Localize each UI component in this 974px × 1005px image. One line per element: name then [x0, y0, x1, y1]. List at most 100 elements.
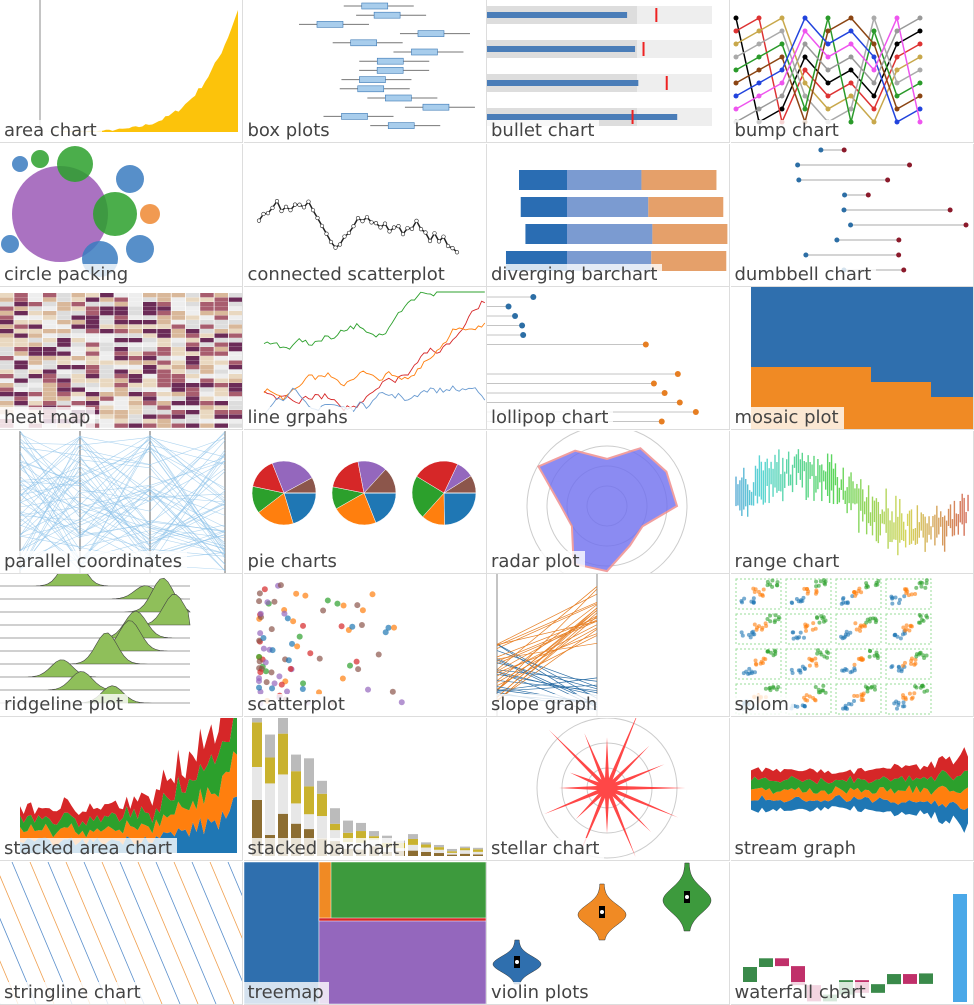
chart-thumbnail[interactable]: scatterplot	[243, 574, 487, 718]
box	[360, 2, 388, 10]
bar-seg	[303, 814, 314, 830]
chart-thumbnail[interactable]: stacked barchart	[243, 718, 487, 861]
chart-thumbnail[interactable]: parallel coordinates	[0, 430, 243, 574]
cell	[200, 378, 214, 383]
chart-thumbnail[interactable]: stringline chart	[0, 861, 243, 1005]
point	[900, 625, 905, 630]
chart-thumbnail[interactable]: circle packing	[0, 143, 243, 287]
point	[389, 689, 396, 696]
point	[301, 592, 308, 599]
cell	[57, 329, 71, 334]
cell	[100, 324, 114, 329]
point	[901, 594, 906, 599]
chart-thumbnail[interactable]: lollipop chart	[487, 287, 730, 431]
cell	[228, 392, 242, 397]
point	[274, 198, 279, 203]
cell	[128, 306, 143, 311]
thumbnail-label: radar plot	[487, 550, 585, 573]
cell	[114, 410, 128, 415]
cell	[14, 365, 28, 370]
rank-dot	[917, 41, 922, 47]
point	[285, 657, 292, 664]
chart-thumbnail[interactable]: bullet chart	[487, 0, 730, 143]
cell	[214, 378, 228, 383]
point	[824, 656, 829, 661]
cell	[128, 320, 143, 325]
cell	[0, 302, 14, 307]
point	[743, 670, 748, 675]
chart-thumbnail[interactable]: stellar chart	[487, 718, 730, 861]
cell	[0, 360, 14, 365]
cell	[157, 320, 171, 325]
chart-thumbnail[interactable]: area chart	[0, 0, 243, 143]
bar-seg	[368, 836, 379, 840]
cell	[200, 306, 214, 311]
chart-thumbnail[interactable]: waterfall chart	[730, 861, 974, 1005]
cell	[100, 320, 114, 325]
chart-thumbnail[interactable]: diverging barchart	[487, 143, 730, 287]
chart-thumbnail[interactable]: ridgeline plot	[0, 574, 243, 718]
chart-thumbnail[interactable]: bump chart	[730, 0, 974, 143]
point	[919, 581, 924, 586]
chart-thumbnail[interactable]: stacked area chart	[0, 718, 243, 861]
bar-seg	[316, 780, 327, 794]
rank-dot	[871, 54, 876, 60]
cell	[42, 297, 57, 302]
cell	[114, 315, 128, 320]
cell	[214, 401, 228, 406]
train	[47, 861, 109, 1004]
bar-seg	[472, 849, 483, 852]
chart-thumbnail[interactable]: dumbbell chart	[730, 143, 974, 287]
chart-thumbnail[interactable]: radar plot	[487, 430, 730, 574]
point	[422, 230, 428, 235]
cell	[114, 324, 128, 329]
point	[280, 610, 287, 617]
chart-thumbnail[interactable]: stream graph	[730, 718, 974, 861]
point	[818, 614, 823, 619]
bar-seg	[277, 718, 288, 734]
series-line	[263, 300, 485, 412]
cell	[171, 369, 186, 374]
chart-thumbnail[interactable]: pie charts	[243, 430, 487, 574]
step	[870, 983, 885, 993]
chart-thumbnail[interactable]: mosaic plot	[730, 287, 974, 431]
thumbnail-graphic	[734, 448, 969, 556]
cell	[171, 374, 186, 379]
chart-thumbnail[interactable]: treemap	[243, 861, 487, 1005]
point	[762, 657, 767, 662]
record	[19, 435, 226, 521]
train	[119, 861, 181, 1004]
chart-thumbnail[interactable]: splom	[730, 574, 974, 718]
point	[375, 651, 382, 658]
thumbnail-label: slope graph	[487, 694, 603, 717]
rank-dot	[779, 41, 784, 47]
train	[0, 874, 55, 1004]
chart-thumbnail[interactable]: violin plots	[487, 861, 730, 1005]
chart-thumbnail[interactable]: line grpahs	[243, 287, 487, 431]
chart-thumbnail[interactable]: slope graph	[487, 574, 730, 718]
median	[685, 894, 689, 899]
rank-dot	[756, 54, 761, 60]
thumbnail-graphic	[505, 169, 728, 271]
cell	[85, 378, 100, 383]
cell	[128, 329, 143, 334]
point	[255, 654, 262, 661]
cell	[185, 378, 200, 383]
chart-thumbnail[interactable]: range chart	[730, 430, 974, 574]
cell	[14, 383, 28, 388]
panel	[785, 578, 831, 610]
cell	[100, 410, 114, 415]
radar-area	[537, 446, 679, 572]
chart-thumbnail[interactable]: heat map	[0, 287, 243, 431]
cell	[28, 338, 43, 343]
cell	[200, 351, 214, 356]
rank-dot	[894, 67, 899, 73]
chart-thumbnail[interactable]: connected scatterplot	[243, 143, 487, 287]
cell	[114, 297, 128, 302]
cell	[71, 293, 85, 298]
cell	[200, 329, 214, 334]
cell	[114, 338, 128, 343]
cell	[114, 351, 128, 356]
chart-thumbnail[interactable]: box plots	[243, 0, 487, 143]
point	[914, 652, 919, 657]
